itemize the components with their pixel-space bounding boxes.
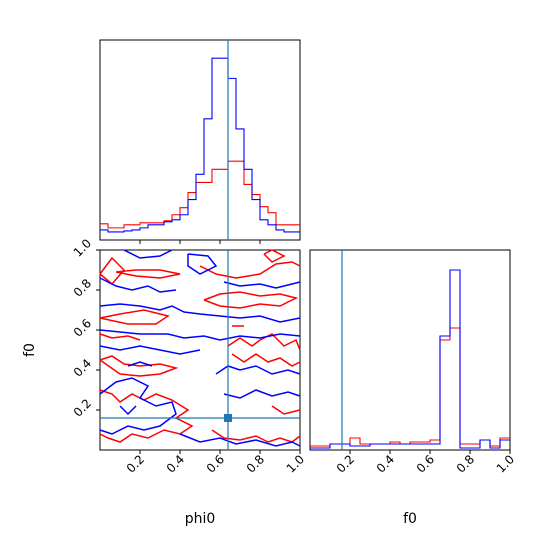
contour-blue-1 [187,253,218,275]
contour-red-12 [211,429,301,443]
contour-red-2 [199,261,301,279]
contour-blue-0 [123,249,173,259]
contour-red-13 [271,405,301,415]
contour-blue-2 [99,277,177,293]
contour-blue-11 [223,389,301,399]
contour-blue-9 [119,405,137,416]
joint-contour-panel [99,249,301,450]
x-axis-label-phi0: phi0 [185,511,216,527]
contour-blue-6 [99,345,201,355]
contour-red-7 [99,333,141,341]
contour-red-0 [99,256,126,286]
contour-red-10 [99,355,179,377]
contour-blue-5 [99,329,301,341]
f0-histogram-frame [309,249,511,451]
contour-red-1 [115,269,181,279]
y-axis-label-f0: f0 [22,343,38,357]
x-axis-label-f0: f0 [403,511,417,527]
joint-truth-marker [224,414,232,422]
phi0-hist-series-blue [100,57,300,233]
contour-red-9 [231,353,301,367]
phi0-histogram-frame [99,39,301,241]
contour-red-4 [203,291,299,309]
phi0-histogram [100,40,300,240]
contour-blue-3 [223,281,301,289]
f0-histogram [310,250,510,450]
contour-blue-4 [99,303,301,323]
contour-blue-8 [99,377,177,435]
contour-red-3 [263,249,286,263]
f0-hist-series-blue [310,269,510,449]
contour-blue-12 [179,433,301,447]
contour-red-5 [99,309,170,325]
contour-blue-7 [127,361,153,367]
